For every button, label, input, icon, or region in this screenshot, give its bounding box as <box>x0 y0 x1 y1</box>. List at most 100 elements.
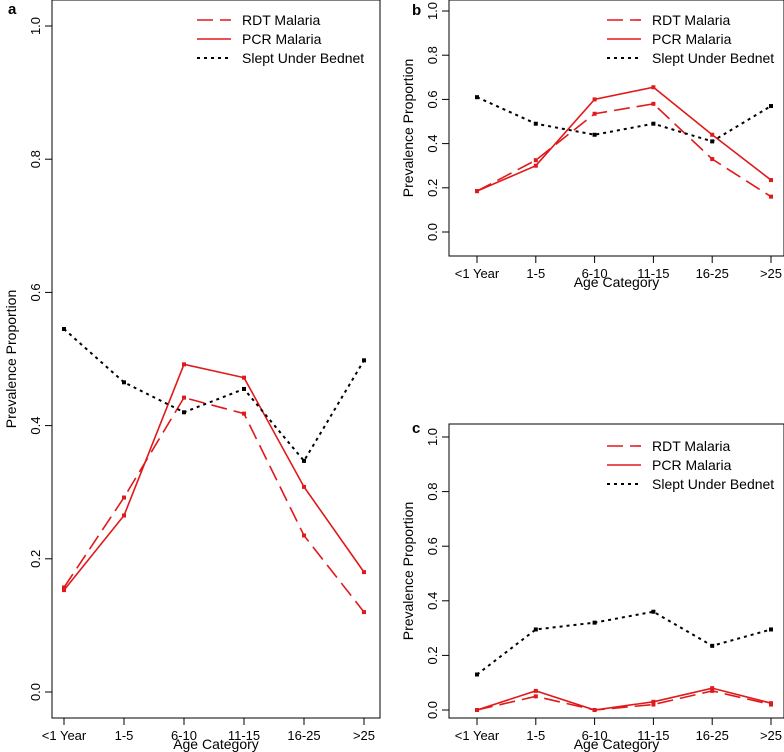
data-point <box>651 702 656 707</box>
y-tick-label: 0.0 <box>28 683 43 701</box>
data-point <box>533 121 538 126</box>
y-tick-label: 1.0 <box>425 2 440 20</box>
y-tick-label: 1.0 <box>425 428 440 446</box>
x-tick-label: 11-15 <box>637 266 669 281</box>
data-point <box>362 610 366 615</box>
data-point <box>710 686 715 691</box>
data-point <box>533 627 538 632</box>
x-tick-label: <1 Year <box>455 728 500 743</box>
x-tick-label: 11-15 <box>228 728 260 743</box>
data-point <box>769 627 773 632</box>
series-line-dashed <box>476 690 772 711</box>
x-tick-label: <1 Year <box>42 728 87 743</box>
x-tick-label: 1-5 <box>526 728 545 743</box>
x-tick-label: 1-5 <box>115 728 134 743</box>
data-point <box>475 95 479 100</box>
data-point <box>182 362 186 367</box>
data-point <box>710 157 715 162</box>
series-line-dotted <box>63 328 365 463</box>
data-point <box>475 708 479 712</box>
y-tick-label: 0.2 <box>425 646 440 664</box>
series-line-dashed <box>476 102 772 198</box>
data-point <box>475 672 479 677</box>
x-axis-title: Age Category <box>574 274 660 290</box>
data-point <box>122 495 126 500</box>
data-point <box>362 358 366 363</box>
data-point <box>182 410 186 415</box>
series-line-solid <box>476 687 772 711</box>
series-line-solid <box>476 86 772 192</box>
x-tick-label: 16-25 <box>696 266 729 281</box>
x-tick-label: >25 <box>760 728 782 743</box>
data-point <box>710 643 715 648</box>
x-tick-label: 6-10 <box>582 728 608 743</box>
data-point <box>302 458 306 463</box>
legend-label: PCR Malaria <box>242 31 322 47</box>
data-point <box>533 163 538 168</box>
x-axis-title: Age Category <box>173 736 259 752</box>
data-point <box>475 189 479 194</box>
data-point <box>122 380 126 385</box>
data-point <box>592 111 597 116</box>
legend-label: Slept Under Bednet <box>652 476 774 492</box>
data-point <box>122 513 126 518</box>
y-axis-title: Prevalence Proportion <box>400 59 416 198</box>
legend-label: RDT Malaria <box>652 438 731 454</box>
panel-a: a 0.0 0.2 0.4 0.6 0.8 1.0 <1 Year 1-5 6-10 11-15 16… <box>3 0 381 752</box>
x-tick-label: 16-25 <box>696 728 729 743</box>
data-point <box>62 588 66 593</box>
data-point <box>592 620 597 625</box>
y-tick-label: 0.6 <box>425 537 440 555</box>
data-point <box>362 570 366 575</box>
series-line-solid <box>63 363 365 591</box>
data-point <box>182 395 186 400</box>
data-point <box>533 688 538 693</box>
data-point <box>242 386 246 391</box>
y-axis-title: Prevalence Proportion <box>400 502 416 641</box>
x-tick-label: 16-25 <box>287 728 320 743</box>
legend-label: Slept Under Bednet <box>652 50 774 66</box>
y-tick-label: 0.0 <box>425 701 440 719</box>
y-tick-label: 0.2 <box>28 550 43 568</box>
data-point <box>710 139 715 144</box>
series-line-dotted <box>476 96 772 143</box>
panel-c: c 0.0 0.2 0.4 0.6 0.8 1.0 <1 Year 1-5 6-10 11-15 16… <box>400 420 784 752</box>
x-tick-label: >25 <box>353 728 375 743</box>
y-tick-label: 0.6 <box>425 90 440 108</box>
y-tick-label: 0.8 <box>28 150 43 168</box>
legend-label: PCR Malaria <box>652 31 732 47</box>
y-tick-label: 0.8 <box>425 46 440 64</box>
x-tick-label: <1 Year <box>455 266 500 281</box>
data-point <box>651 101 656 106</box>
y-tick-label: 0.8 <box>425 483 440 501</box>
data-point <box>242 375 246 380</box>
x-axis-title: Age Category <box>574 736 660 752</box>
y-tick-label: 1.0 <box>28 17 43 35</box>
data-point <box>533 694 538 699</box>
x-tick-label: 6-10 <box>582 266 608 281</box>
y-tick-label: 0.2 <box>425 179 440 197</box>
panel-label-c: c <box>412 420 420 437</box>
x-tick-label: 6-10 <box>171 728 197 743</box>
panel-b: b 0.0 0.2 0.4 0.6 0.8 1.0 <1 Year 1-5 6-10 11-15 16… <box>400 0 784 290</box>
y-tick-label: 0.4 <box>28 417 43 435</box>
data-point <box>651 699 656 704</box>
y-tick-label: 0.4 <box>425 135 440 153</box>
data-point <box>62 585 66 590</box>
plot-frame <box>448 0 784 257</box>
legend: RDT Malaria PCR Malaria Slept Under Bednet <box>197 12 364 66</box>
data-point <box>592 97 597 102</box>
legend-label: RDT Malaria <box>652 12 731 28</box>
panel-label-b: b <box>412 2 421 19</box>
y-tick-label: 0.4 <box>425 592 440 610</box>
data-point <box>302 533 306 538</box>
legend: RDT Malaria PCR Malaria Slept Under Bednet <box>607 438 774 492</box>
data-point <box>710 688 715 693</box>
x-tick-label: >25 <box>760 266 782 281</box>
data-point <box>62 327 66 332</box>
y-tick-label: 0.6 <box>28 283 43 301</box>
data-point <box>651 85 656 90</box>
data-point <box>651 609 656 614</box>
data-point <box>242 411 246 416</box>
legend-label: RDT Malaria <box>242 12 321 28</box>
